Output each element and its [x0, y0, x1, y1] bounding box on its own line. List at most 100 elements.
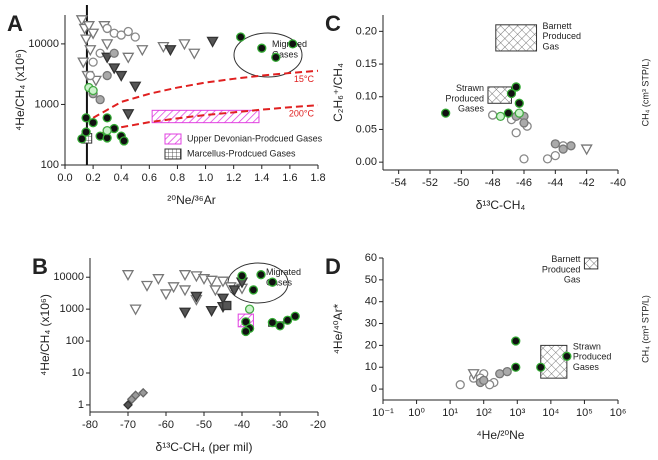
point	[479, 375, 489, 385]
point	[511, 128, 521, 138]
point	[84, 45, 97, 57]
x-tick-label: -50	[453, 177, 469, 189]
x-tick-label: -40	[610, 177, 626, 189]
y-tick-label: 10	[365, 361, 377, 373]
y-tick-label: 10	[72, 367, 84, 379]
point	[488, 110, 498, 120]
point	[237, 271, 247, 281]
point	[129, 304, 142, 316]
point	[178, 39, 191, 51]
point	[550, 139, 560, 149]
point	[79, 34, 93, 46]
point	[236, 32, 246, 42]
point	[282, 315, 293, 325]
point	[178, 270, 192, 282]
x-tick-label: 10⁶	[610, 407, 627, 419]
point	[206, 36, 219, 48]
point	[164, 45, 177, 57]
point	[119, 136, 129, 146]
x-tick-label: -70	[120, 419, 136, 431]
point	[455, 380, 465, 390]
point	[216, 276, 230, 288]
point	[267, 277, 278, 287]
x-tick-label: -50	[196, 419, 212, 431]
point	[271, 52, 281, 62]
region-label: Barnett Produced Gas	[542, 254, 581, 285]
y2-axis-title: CH₄ (cm³ STP/L)	[640, 295, 650, 363]
point	[178, 307, 192, 319]
group-outline	[233, 32, 303, 78]
x-tick-label: 10⁰	[408, 407, 425, 419]
point	[88, 57, 98, 67]
point	[267, 317, 278, 328]
point	[101, 39, 114, 51]
point	[248, 285, 259, 295]
panel-label: B	[32, 254, 48, 279]
point	[511, 336, 521, 346]
y-axis-title: ⁴He/CH₄ (x10⁶)	[13, 49, 27, 131]
y-tick-label: 100	[66, 335, 84, 347]
y-tick-label: 40	[365, 296, 377, 308]
point	[244, 304, 255, 314]
x-tick-label: -30	[272, 419, 288, 431]
x-tick-label: 1.2	[226, 172, 241, 184]
point	[88, 85, 98, 96]
point	[290, 311, 300, 321]
y-axis-title: ⁴He/CH₄ (x10⁶)	[38, 294, 52, 376]
x-tick-label: 0.0	[57, 172, 72, 184]
point	[159, 289, 173, 301]
point	[85, 70, 95, 81]
point	[95, 95, 105, 105]
point	[511, 362, 521, 372]
x-tick-label: -42	[579, 177, 595, 189]
panel-label: A	[7, 11, 23, 36]
point	[205, 305, 218, 317]
region-label: Barnett Produced Gas	[543, 21, 582, 52]
point	[566, 141, 576, 151]
x-tick-label: -54	[391, 177, 407, 189]
point	[108, 63, 121, 75]
y-tick-label: 1000	[35, 98, 59, 110]
x-tick-label: 1.8	[310, 172, 325, 184]
legend-swatch	[164, 133, 182, 145]
point	[558, 144, 568, 154]
x-axis-title: δ¹³C-CH₄	[476, 198, 526, 212]
region	[495, 24, 538, 52]
point	[88, 118, 98, 128]
region-label: Strawn Produced Gases	[445, 83, 484, 114]
point	[205, 275, 218, 287]
point	[82, 21, 95, 33]
y-tick-label: 0	[371, 383, 377, 395]
y-tick-label: 50	[365, 274, 377, 286]
x-tick-label: -44	[547, 177, 563, 189]
point	[209, 285, 222, 297]
y-tick-label: 0.00	[356, 156, 377, 168]
y-tick-label: 60	[365, 252, 377, 264]
point	[140, 280, 154, 292]
point	[514, 98, 524, 108]
point	[542, 154, 553, 164]
point	[216, 293, 230, 305]
point	[257, 43, 267, 53]
point	[550, 150, 560, 161]
point	[514, 108, 524, 118]
x-tick-label: 10³	[509, 407, 525, 419]
x-tick-label: -80	[82, 419, 98, 431]
point	[503, 108, 513, 118]
legend-label: Upper Devonian-Prodcued Gases	[187, 133, 323, 143]
y-tick-label: 100	[41, 159, 59, 171]
region	[583, 257, 599, 270]
point	[129, 81, 142, 93]
x-tick-label: -52	[422, 177, 438, 189]
legend-swatch	[164, 148, 182, 160]
x-tick-label: 10²	[476, 407, 492, 419]
point	[87, 28, 100, 40]
point	[121, 270, 135, 282]
y-tick-label: 10000	[28, 38, 59, 50]
point	[102, 113, 112, 123]
x-tick-label: 0.6	[142, 172, 157, 184]
x-tick-label: 1.4	[254, 172, 269, 184]
point	[109, 48, 119, 58]
point	[467, 369, 480, 381]
